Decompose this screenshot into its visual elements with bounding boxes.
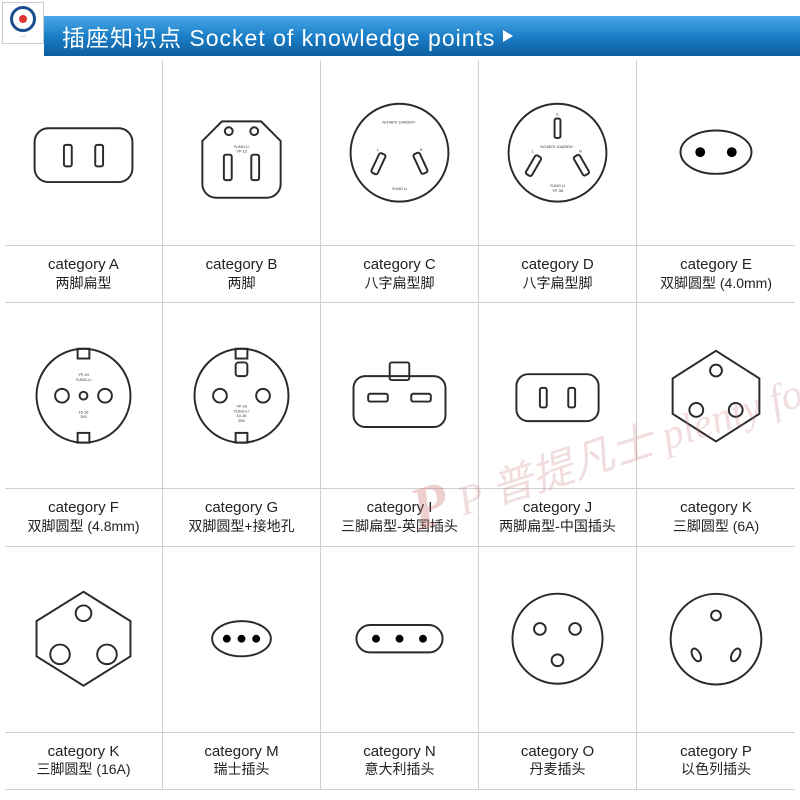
category-label: category B — [167, 256, 316, 275]
socket-cell: YUNG-LIYP-12category B两脚 — [163, 60, 321, 303]
plug-icon-i — [321, 303, 478, 488]
plug-icon-f: YP-24YUNG-LI16-16250 — [5, 303, 162, 488]
svg-text:N/14870 10A250V~: N/14870 10A250V~ — [382, 119, 417, 124]
cell-label: category G双脚圆型+接地孔 — [163, 488, 320, 545]
logo-circle-icon — [10, 6, 36, 32]
sub-label: 双脚圆型+接地孔 — [167, 518, 316, 536]
socket-cell: category O丹麦插头 — [479, 547, 637, 790]
category-label: category J — [483, 499, 632, 518]
socket-cell: category A两脚扁型 — [5, 60, 163, 303]
plug-icon-d: EN/14870 10A250V~LNYUNG LIYP-38 — [479, 60, 636, 245]
socket-cell: category K三脚圆型 (16A) — [5, 547, 163, 790]
cell-label: category K三脚圆型 (16A) — [5, 732, 162, 789]
cell-label: category P以色列插头 — [637, 732, 795, 789]
cell-label: category E双脚圆型 (4.0mm) — [637, 245, 795, 302]
sub-label: 两脚扁型 — [9, 275, 158, 293]
logo-caption: ··· — [21, 34, 26, 40]
socket-cell: category E双脚圆型 (4.0mm) — [637, 60, 795, 303]
header-title: 插座知识点 Socket of knowledge points — [62, 19, 495, 53]
svg-text:YUNG LI: YUNG LI — [392, 186, 408, 191]
socket-cell: YP-23YUNG-LI10-16250category G双脚圆型+接地孔 — [163, 303, 321, 546]
category-label: category N — [325, 743, 474, 762]
header-bar: 插座知识点 Socket of knowledge points — [44, 16, 800, 56]
cell-label: category N意大利插头 — [321, 732, 478, 789]
svg-text:L: L — [532, 149, 535, 154]
svg-text:N: N — [579, 149, 582, 154]
category-label: category P — [641, 743, 791, 762]
cell-label: category O丹麦插头 — [479, 732, 636, 789]
sub-label: 意大利插头 — [325, 761, 474, 779]
socket-cell: YP-24YUNG-LI16-16250category F双脚圆型 (4.8m… — [5, 303, 163, 546]
socket-cell: category I三脚扁型-英国插头 — [321, 303, 479, 546]
cell-label: category M瑞士插头 — [163, 732, 320, 789]
plug-icon-o — [479, 547, 636, 732]
cell-label: category D八字扁型脚 — [479, 245, 636, 302]
cell-label: category F双脚圆型 (4.8mm) — [5, 488, 162, 545]
socket-cell: N/14870 10A250V~ L N YUNG LI category C八字扁型脚 — [321, 60, 479, 303]
category-label: category K — [641, 499, 791, 518]
sub-label: 瑞士插头 — [167, 761, 316, 779]
category-label: category I — [325, 499, 474, 518]
socket-grid: category A两脚扁型YUNG-LIYP-12category B两脚N/… — [5, 60, 795, 790]
category-label: category E — [641, 256, 791, 275]
sub-label: 双脚圆型 (4.8mm) — [9, 518, 158, 536]
sub-label: 丹麦插头 — [483, 761, 632, 779]
svg-text:YP-12: YP-12 — [236, 149, 247, 154]
svg-text:N: N — [420, 147, 423, 152]
category-label: category O — [483, 743, 632, 762]
svg-text:L: L — [377, 147, 380, 152]
cell-label: category J两脚扁型-中国插头 — [479, 488, 636, 545]
category-label: category K — [9, 743, 158, 762]
svg-text:N/14870 10A250V~: N/14870 10A250V~ — [540, 144, 575, 149]
socket-cell: category P以色列插头 — [637, 547, 795, 790]
plug-icon-a — [5, 60, 162, 245]
plug-icon-g: YP-23YUNG-LI10-16250 — [163, 303, 320, 488]
socket-cell: category K三脚圆型 (6A) — [637, 303, 795, 546]
socket-cell: category N意大利插头 — [321, 547, 479, 790]
category-label: category D — [483, 256, 632, 275]
cell-label: category I三脚扁型-英国插头 — [321, 488, 478, 545]
svg-text:YUNG-LI: YUNG-LI — [76, 377, 92, 382]
sub-label: 以色列插头 — [641, 761, 791, 779]
plug-icon-p — [637, 547, 795, 732]
svg-text:YP-38: YP-38 — [552, 188, 563, 193]
corner-logo: ··· — [2, 2, 44, 44]
category-label: category G — [167, 499, 316, 518]
plug-icon-m — [163, 547, 320, 732]
category-label: category M — [167, 743, 316, 762]
sub-label: 三脚扁型-英国插头 — [325, 518, 474, 536]
sub-label: 八字扁型脚 — [325, 275, 474, 293]
cell-label: category K三脚圆型 (6A) — [637, 488, 795, 545]
cell-label: category B两脚 — [163, 245, 320, 302]
svg-text:250: 250 — [80, 414, 87, 419]
category-label: category C — [325, 256, 474, 275]
socket-cell: EN/14870 10A250V~LNYUNG LIYP-38category … — [479, 60, 637, 303]
sub-label: 八字扁型脚 — [483, 275, 632, 293]
plug-icon-b: YUNG-LIYP-12 — [163, 60, 320, 245]
cell-label: category A两脚扁型 — [5, 245, 162, 302]
plug-icon-k2 — [5, 547, 162, 732]
sub-label: 两脚 — [167, 275, 316, 293]
sub-label: 双脚圆型 (4.0mm) — [641, 275, 791, 293]
socket-cell: category J两脚扁型-中国插头 — [479, 303, 637, 546]
svg-text:E: E — [556, 111, 559, 116]
category-label: category A — [9, 256, 158, 275]
play-arrow-icon — [503, 30, 513, 42]
category-label: category F — [9, 499, 158, 518]
plug-icon-j — [479, 303, 636, 488]
svg-text:250: 250 — [238, 418, 245, 423]
sub-label: 两脚扁型-中国插头 — [483, 518, 632, 536]
sub-label: 三脚圆型 (16A) — [9, 761, 158, 779]
sub-label: 三脚圆型 (6A) — [641, 518, 791, 536]
plug-icon-n — [321, 547, 478, 732]
plug-icon-c: N/14870 10A250V~ L N YUNG LI — [321, 60, 478, 245]
socket-cell: category M瑞士插头 — [163, 547, 321, 790]
cell-label: category C八字扁型脚 — [321, 245, 478, 302]
plug-icon-e — [637, 60, 795, 245]
plug-icon-k — [637, 303, 795, 488]
